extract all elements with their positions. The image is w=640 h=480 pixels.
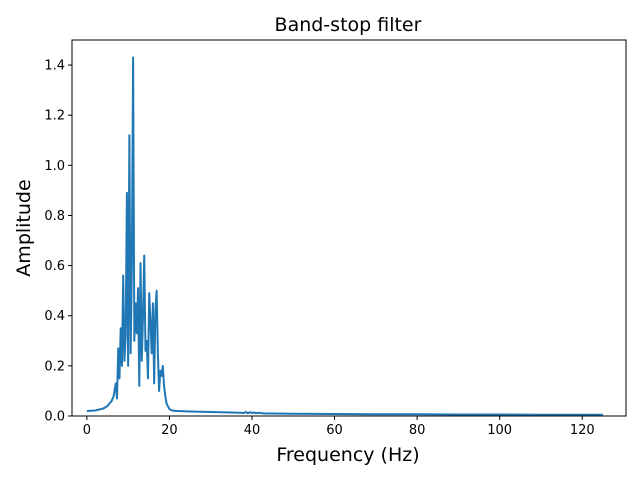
axes-frame	[71, 39, 627, 417]
plot-area	[86, 56, 603, 416]
y-tick-label: 1.4	[44, 59, 65, 74]
x-axis-label: Frequency (Hz)	[276, 444, 419, 466]
x-tick-label: 20	[161, 423, 178, 438]
y-tick-label: 0.6	[44, 259, 65, 274]
x-tick-label: 80	[409, 423, 426, 438]
chart-title: Band-stop filter	[275, 14, 422, 36]
x-tick-label: 100	[487, 423, 512, 438]
x-axis: 0 20 40 60 80 100 120	[83, 416, 595, 438]
y-tick-label: 0.4	[44, 309, 65, 324]
y-tick-label: 1.2	[44, 109, 65, 124]
y-axis-label: Amplitude	[13, 179, 35, 276]
x-tick-label: 0	[83, 423, 91, 438]
x-tick-label: 40	[244, 423, 261, 438]
y-tick-label: 0.2	[44, 359, 65, 374]
y-tick-label: 0.0	[44, 410, 65, 425]
series-line-0	[86, 56, 603, 416]
y-axis: 0.0 0.2 0.4 0.6 0.8 1.0 1.2 1.4	[44, 59, 72, 425]
y-tick-label: 1.0	[44, 159, 65, 174]
y-tick-label: 0.8	[44, 209, 65, 224]
x-tick-label: 60	[326, 423, 343, 438]
x-tick-label: 120	[570, 423, 595, 438]
